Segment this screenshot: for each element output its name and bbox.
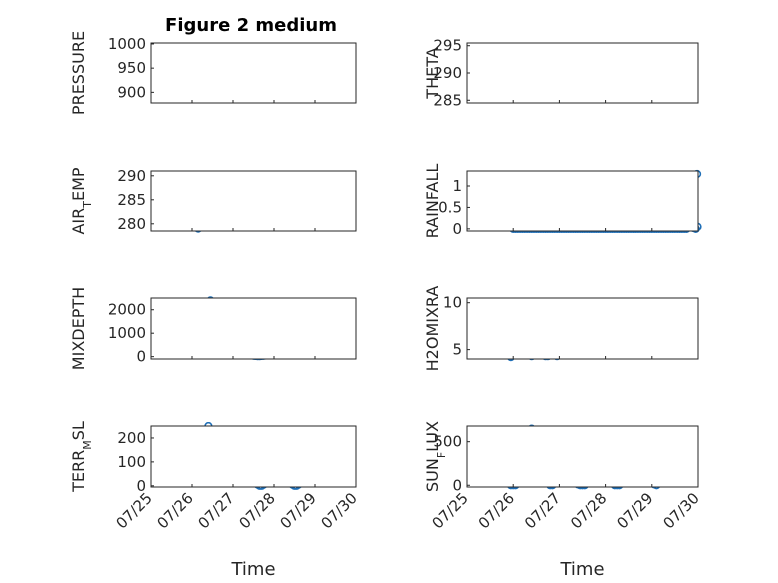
axes-box bbox=[466, 170, 699, 232]
y-tick-label: 290 bbox=[433, 64, 462, 82]
y-tick-label: 290 bbox=[117, 167, 146, 185]
y-tick-label: 0 bbox=[136, 348, 146, 366]
y-tick-label: 2000 bbox=[108, 301, 146, 319]
y-axis-label-rest: LUX bbox=[423, 421, 442, 452]
y-tick-label: 500 bbox=[433, 433, 462, 451]
y-axis-label-main: AIR bbox=[69, 208, 88, 235]
subplot-3: 280 285 290 AIRTEMP bbox=[69, 167, 357, 235]
subplot-1: 900 950 1000 PRESSURE bbox=[69, 31, 357, 115]
y-tick-label: 0 bbox=[452, 476, 462, 494]
y-axis-label-subscript: M bbox=[81, 440, 94, 450]
x-tick-label: 07/25 bbox=[113, 489, 156, 532]
subplot-8: 0 500 07/25 07/26 07/27 07/28 07/29 07/30 SUNFLU… bbox=[423, 421, 703, 580]
y-axis-label: PRESSURE bbox=[69, 31, 88, 115]
y-tick-label: 280 bbox=[117, 215, 146, 233]
axes-box bbox=[466, 297, 699, 360]
y-axis-label-main: H2OMIXRA bbox=[423, 286, 442, 372]
x-tick-label: 07/30 bbox=[318, 489, 361, 532]
x-tick-label: 07/30 bbox=[660, 489, 703, 532]
x-tick-label: 07/27 bbox=[195, 489, 238, 532]
y-tick-label: 0 bbox=[452, 220, 462, 238]
y-tick-label: 285 bbox=[117, 191, 146, 209]
y-axis-label-rest: SL bbox=[69, 421, 88, 440]
y-tick-label: 1000 bbox=[108, 35, 146, 53]
y-axis-label-main: SUN bbox=[423, 458, 442, 492]
y-axis-label: RAINFALL bbox=[423, 164, 442, 239]
y-tick-label: 1000 bbox=[108, 324, 146, 342]
y-tick-label: 0 bbox=[136, 477, 146, 495]
axes-box bbox=[150, 425, 357, 488]
x-tick-label: 07/26 bbox=[475, 489, 518, 532]
y-tick-label: 10 bbox=[443, 294, 462, 312]
figure-title: Figure 2 medium bbox=[165, 15, 337, 36]
y-axis-label: SUNFLUX bbox=[423, 421, 448, 492]
y-tick-label: 950 bbox=[117, 59, 146, 77]
x-tick-label: 07/27 bbox=[521, 489, 564, 532]
y-tick-label: 285 bbox=[433, 91, 462, 109]
y-axis-label: TERRMSL bbox=[69, 421, 94, 493]
y-axis-label-main: PRESSURE bbox=[69, 31, 88, 115]
axes-box bbox=[150, 297, 357, 360]
y-axis-label-main: TERR bbox=[69, 450, 88, 493]
y-axis-label: AIRTEMP bbox=[69, 167, 94, 234]
subplot-4: 0 0.5 1 RAINFALL bbox=[423, 164, 702, 239]
y-axis-label-main: MIXDEPTH bbox=[69, 287, 88, 370]
y-axis-label: H2OMIXRA bbox=[423, 286, 442, 372]
y-axis-label: THETA bbox=[423, 47, 442, 99]
y-tick-label: 0.5 bbox=[438, 198, 462, 216]
x-tick-label: 07/29 bbox=[613, 489, 656, 532]
subplot-5: 0 1000 2000 MIXDEPTH bbox=[69, 287, 357, 370]
y-axis-label-subscript: T bbox=[81, 201, 94, 209]
y-tick-label: 100 bbox=[117, 453, 146, 471]
y-tick-label: 295 bbox=[433, 37, 462, 55]
y-tick-label: 200 bbox=[117, 429, 146, 447]
y-axis-label: MIXDEPTH bbox=[69, 287, 88, 370]
x-tick-label: 07/29 bbox=[277, 489, 320, 532]
y-axis-label-main: RAINFALL bbox=[423, 164, 442, 239]
x-axis-label: Time bbox=[230, 559, 275, 580]
x-tick-label: 07/28 bbox=[567, 489, 610, 532]
axes-box bbox=[466, 425, 699, 488]
axes-box bbox=[150, 170, 357, 232]
axes-box bbox=[466, 42, 699, 104]
x-tick-label: 07/28 bbox=[236, 489, 279, 532]
y-tick-label: 900 bbox=[117, 83, 146, 101]
axes-box bbox=[150, 42, 357, 104]
y-tick-label: 5 bbox=[452, 341, 462, 359]
x-tick-label: 07/26 bbox=[154, 489, 197, 532]
y-axis-label-rest: EMP bbox=[69, 167, 88, 201]
y-tick-label: 1 bbox=[452, 177, 462, 195]
y-axis-label-subscript: F bbox=[435, 452, 448, 458]
x-axis-label: Time bbox=[559, 559, 604, 580]
y-axis-label-main: THETA bbox=[423, 47, 442, 99]
x-tick-label: 07/25 bbox=[429, 489, 472, 532]
